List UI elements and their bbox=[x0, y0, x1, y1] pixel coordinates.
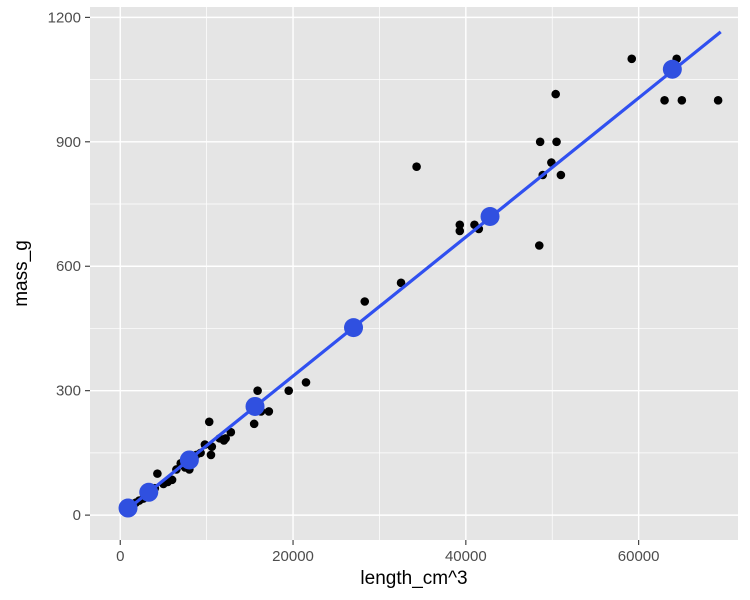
x-tick-label: 60000 bbox=[618, 548, 660, 565]
data-point bbox=[534, 241, 544, 250]
fit-point bbox=[480, 206, 500, 226]
data-point bbox=[221, 434, 230, 443]
data-point bbox=[153, 469, 162, 478]
fit-point bbox=[179, 450, 199, 470]
data-point bbox=[301, 378, 311, 387]
data-point bbox=[253, 386, 262, 395]
y-tick-label: 900 bbox=[56, 134, 81, 151]
x-tick-label: 20000 bbox=[272, 548, 314, 565]
data-point bbox=[226, 427, 236, 437]
data-point bbox=[206, 450, 216, 460]
data-point bbox=[660, 96, 669, 105]
data-point bbox=[455, 220, 465, 230]
data-point bbox=[412, 162, 421, 171]
data-point bbox=[535, 137, 545, 147]
x-axis-ticks: 0 20000 40000 60000 bbox=[116, 540, 659, 565]
data-point bbox=[167, 475, 177, 485]
data-point bbox=[551, 89, 560, 99]
data-point bbox=[713, 96, 723, 105]
y-tick-label: 300 bbox=[56, 383, 81, 400]
fit-points bbox=[118, 59, 682, 518]
fit-point bbox=[662, 59, 682, 79]
grid-minor bbox=[90, 7, 738, 540]
y-tick-label: 0 bbox=[73, 507, 81, 524]
data-point bbox=[264, 407, 274, 416]
data-point bbox=[556, 170, 566, 180]
fit-line bbox=[121, 30, 722, 515]
data-point bbox=[677, 96, 687, 105]
data-point bbox=[204, 417, 214, 427]
y-tick-label: 1200 bbox=[48, 9, 81, 26]
x-tick-label: 0 bbox=[116, 548, 124, 565]
data-point bbox=[455, 226, 465, 236]
y-tick-label: 600 bbox=[56, 258, 81, 275]
data-point bbox=[249, 419, 259, 429]
data-point bbox=[627, 54, 637, 64]
grid-major bbox=[90, 7, 738, 540]
fit-point bbox=[139, 482, 159, 502]
data-point bbox=[360, 297, 370, 306]
fit-point bbox=[245, 396, 265, 416]
data-point bbox=[284, 386, 294, 395]
fit-point bbox=[344, 318, 364, 338]
data-point bbox=[396, 278, 406, 288]
fit-point bbox=[118, 498, 138, 518]
x-tick-label: 40000 bbox=[445, 548, 487, 565]
y-axis-title: mass_g bbox=[11, 240, 32, 307]
x-axis-title: length_cm^3 bbox=[360, 568, 467, 589]
data-point bbox=[552, 137, 561, 147]
y-axis-ticks: 0 300 600 900 1200 bbox=[48, 9, 90, 524]
